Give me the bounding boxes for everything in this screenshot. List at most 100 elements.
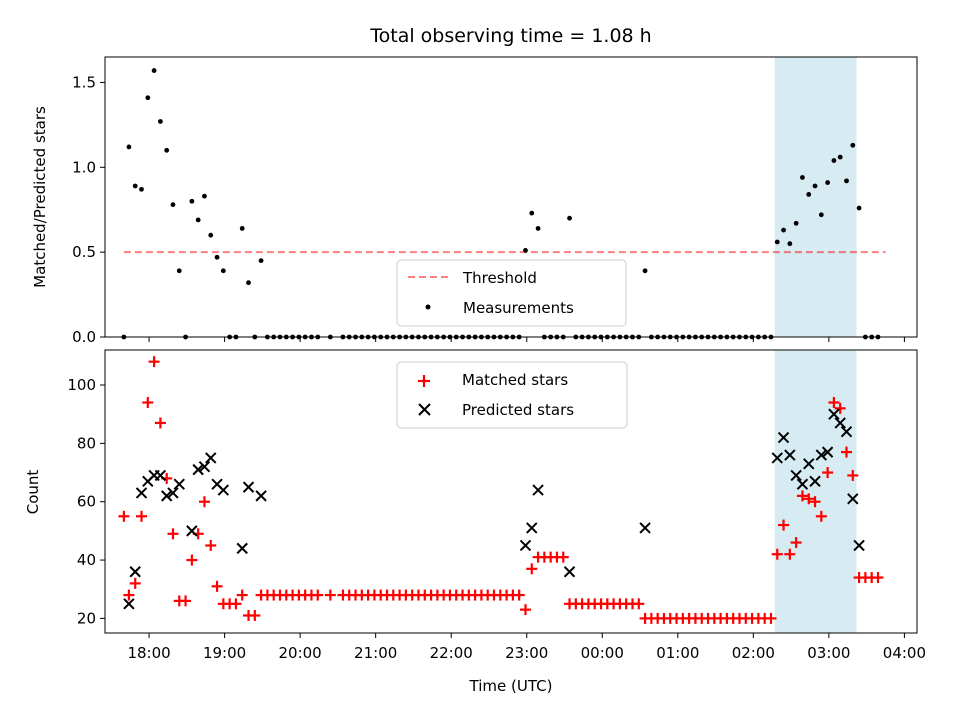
bottom-y-tick-label-3: 80	[77, 434, 96, 452]
measurement-point-8	[170, 202, 176, 208]
matched-point-31	[312, 589, 324, 601]
predicted-point-18	[519, 539, 532, 552]
matched-point-112	[834, 402, 846, 414]
matched-point-114	[847, 469, 859, 481]
matched-point-107	[803, 493, 815, 505]
bottom-axes-frame	[104, 349, 918, 634]
predicted-point-22	[639, 522, 651, 534]
bottom-x-tick-label-5: 23:00	[505, 644, 548, 662]
matched-point-11	[186, 554, 198, 566]
matched-point-19	[236, 589, 248, 601]
measurement-point-102	[774, 239, 780, 245]
measurement-point-4	[145, 95, 151, 101]
matched-point-15	[211, 580, 223, 592]
top-y-tick-label-1: 0.5	[72, 243, 96, 261]
top-y-tick-label-3: 1.5	[72, 73, 96, 91]
matched-point-80	[633, 598, 645, 610]
measurement-point-11	[189, 198, 195, 204]
predicted-point-1	[129, 566, 141, 578]
matched-point-21	[249, 609, 261, 621]
measurement-point-106	[800, 175, 805, 180]
measurement-point-5	[151, 68, 157, 73]
bottom-y-tick-label-2: 60	[77, 493, 96, 511]
top-chart-title: Total observing time = 1.08 h	[369, 25, 651, 47]
bottom-legend: Matched stars Predicted stars	[396, 361, 628, 429]
matched-point-110	[822, 467, 834, 479]
matched-point-62	[519, 604, 531, 616]
bottom-shaded-region	[774, 350, 857, 633]
matched-point-63	[526, 563, 538, 575]
measurement-point-111	[831, 158, 837, 163]
top-y-tick-label-0: 0.0	[72, 328, 96, 346]
predicted-point-21	[563, 566, 576, 578]
measurement-point-64	[535, 225, 541, 231]
matched-point-103	[778, 519, 790, 531]
predicted-point-25	[784, 449, 796, 461]
measurement-point-63	[529, 210, 535, 216]
matched-point-61	[513, 589, 525, 601]
legend-threshold-label: Threshold	[462, 269, 537, 287]
predicted-point-0	[123, 598, 135, 610]
measurement-point-114	[850, 142, 856, 148]
predicted-point-11	[198, 460, 211, 473]
matched-point-108	[809, 496, 821, 508]
predicted-point-23	[771, 452, 783, 464]
predicted-point-12	[205, 452, 217, 464]
matched-point-106	[796, 490, 808, 502]
matched-point-104	[784, 548, 796, 560]
measurement-point-109	[818, 212, 824, 218]
matched-point-2	[129, 577, 141, 589]
bottom-y-tick-label-0: 20	[77, 609, 96, 627]
legend-measurements-swatch	[425, 304, 431, 310]
bottom-x-tick-label-10: 04:00	[883, 644, 926, 662]
predicted-point-15	[236, 542, 248, 555]
measurement-point-13	[202, 193, 207, 199]
predicted-point-28	[803, 458, 815, 470]
measurement-point-104	[787, 241, 793, 247]
measurement-point-14	[208, 232, 214, 238]
bottom-x-axis-label: Time (UTC)	[469, 677, 553, 695]
predicted-point-17	[255, 490, 267, 502]
matched-point-13	[198, 496, 210, 508]
matched-point-6	[154, 417, 166, 429]
top-panel: 0.0 0.5 1.0 1.5 Matched/Predicted stars Thr…	[31, 56, 918, 346]
measurement-point-9	[176, 268, 182, 274]
matched-point-118	[872, 572, 884, 584]
predicted-point-14	[217, 484, 230, 496]
top-x-ticks	[148, 337, 905, 342]
predicted-point-6	[160, 490, 173, 502]
measurement-point-81	[642, 268, 648, 274]
bottom-x-tick-label-2: 20:00	[279, 644, 322, 662]
matched-point-105	[790, 537, 802, 549]
measurement-points	[121, 68, 881, 340]
predicted-point-19	[526, 522, 538, 534]
measurement-point-69	[567, 215, 572, 221]
bottom-x-tick-label-6: 00:00	[581, 644, 624, 662]
matched-point-68	[557, 551, 569, 563]
bottom-x-ticks: 18:00 19:00 20:00 21:00 22:00 23:00 00:00 01:00…	[127, 633, 926, 662]
matched-point-32	[324, 589, 336, 601]
bottom-panel: 20 40 60 80 100 18:00 19:00 20:00 21:00 22:00 23:…	[24, 349, 926, 695]
top-legend-box	[396, 259, 627, 327]
predicted-point-36	[853, 539, 865, 552]
predicted-point-10	[192, 463, 204, 476]
bottom-y-ticks: 20 40 60 80 100	[67, 376, 105, 627]
matched-point-113	[841, 446, 853, 458]
measurement-point-115	[856, 205, 862, 211]
predicted-point-7	[167, 487, 179, 499]
bottom-x-tick-label-1: 19:00	[203, 644, 246, 662]
measurement-point-7	[164, 147, 170, 153]
matched-stars-points	[118, 356, 884, 624]
matched-point-18	[230, 598, 242, 610]
legend-matched-label: Matched stars	[462, 371, 568, 389]
matched-point-3	[136, 510, 148, 522]
matched-point-8	[167, 528, 179, 540]
bottom-x-tick-label-7: 01:00	[656, 644, 699, 662]
predicted-point-8	[173, 478, 185, 490]
legend-matched-swatch	[418, 375, 430, 387]
measurement-point-112	[837, 154, 843, 160]
measurement-point-15	[214, 254, 220, 260]
measurement-point-108	[812, 183, 818, 189]
matched-point-1	[123, 589, 135, 601]
